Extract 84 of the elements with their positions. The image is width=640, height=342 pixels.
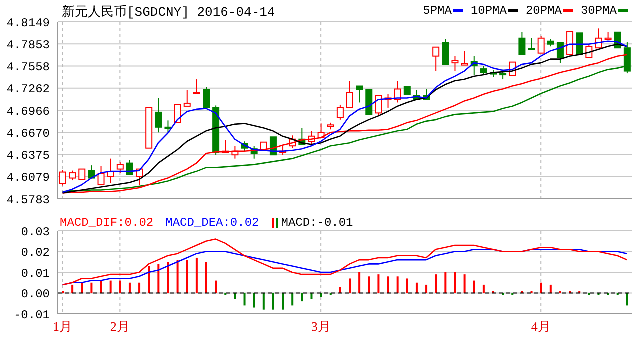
y-tick-label: -0.01	[14, 308, 50, 322]
x-tick-label: 2月	[110, 319, 130, 334]
bar	[128, 282, 131, 294]
legend-label: 20PMA	[526, 4, 562, 18]
candlestick	[193, 79, 200, 94]
candlestick	[442, 38, 450, 66]
bar	[100, 280, 102, 294]
bar	[110, 280, 112, 294]
bar	[292, 293, 294, 306]
y-tick-label: 0.03	[21, 225, 50, 240]
bar	[81, 282, 84, 294]
bar	[358, 272, 361, 294]
bar	[262, 293, 265, 310]
bar	[138, 282, 141, 294]
bar	[272, 293, 274, 310]
y-tick-label: 4.6670	[6, 126, 50, 141]
bar	[196, 258, 198, 294]
bar	[435, 274, 438, 294]
legend-label: MACD:-0.01	[281, 216, 354, 230]
candlestick	[184, 90, 191, 107]
bar	[90, 282, 93, 294]
bar	[396, 276, 399, 294]
y-tick-label: 4.6966	[6, 104, 50, 119]
bar	[253, 293, 256, 308]
bar	[387, 276, 390, 294]
bar	[426, 284, 428, 294]
y-tick-label: 4.7853	[6, 38, 50, 52]
bar	[206, 262, 208, 294]
bar	[244, 293, 246, 306]
candlestick	[604, 32, 612, 40]
bar	[282, 293, 284, 310]
y-tick-label: 0.01	[21, 266, 50, 281]
chart-title: 新元人民币[SGDCNY] 2016-04-14	[62, 4, 276, 21]
bar	[540, 282, 542, 294]
legend-label: 5PMA	[423, 4, 452, 18]
candlestick	[346, 80, 354, 108]
y-tick-label: 4.7262	[6, 82, 50, 97]
x-tick-label: 1月	[53, 319, 73, 334]
candlestick	[174, 104, 182, 124]
bar	[320, 293, 322, 298]
candlestick	[404, 86, 411, 95]
bar	[119, 280, 122, 294]
text: MACD_DIF:0.02	[60, 216, 154, 230]
candlestick	[528, 38, 536, 50]
bar	[464, 274, 466, 294]
bar	[482, 284, 485, 294]
y-tick-label: 4.5783	[6, 193, 50, 208]
bar	[454, 272, 456, 294]
legend-label: 10PMA	[470, 4, 507, 18]
bar	[176, 260, 179, 294]
bar	[550, 284, 552, 294]
candlestick	[146, 107, 153, 149]
candlestick	[366, 90, 373, 116]
y-tick-label: 4.6375	[6, 148, 50, 163]
y-tick-label: 0.00	[21, 288, 50, 302]
y-tick-label: 4.8149	[6, 16, 50, 30]
candlestick	[566, 31, 574, 56]
candlestick	[88, 165, 96, 179]
candlestick	[78, 168, 86, 180]
y-tick-label: 4.6079	[6, 171, 50, 186]
candlestick	[432, 46, 440, 72]
candlestick	[356, 86, 364, 104]
bar	[406, 278, 408, 294]
bar	[339, 287, 342, 294]
bar	[626, 293, 628, 306]
candlestick	[461, 50, 468, 66]
bar	[378, 274, 380, 294]
y-tick-label: 4.7558	[6, 60, 50, 74]
bar	[186, 260, 188, 294]
bar	[473, 280, 476, 294]
x-tick-label: 4月	[531, 319, 551, 334]
bar	[301, 293, 304, 302]
bar	[215, 280, 218, 294]
y-tick-label: 0.02	[21, 246, 50, 260]
bar	[416, 282, 418, 294]
bar	[167, 262, 170, 294]
candlestick	[518, 32, 526, 56]
bar	[444, 272, 447, 294]
bar	[368, 276, 370, 294]
text: MACD_DEA:0.02	[166, 216, 260, 230]
bar	[158, 264, 160, 294]
bar	[349, 278, 351, 294]
x-tick-label: 3月	[311, 319, 331, 334]
legend-label: 30PMA	[580, 4, 617, 18]
